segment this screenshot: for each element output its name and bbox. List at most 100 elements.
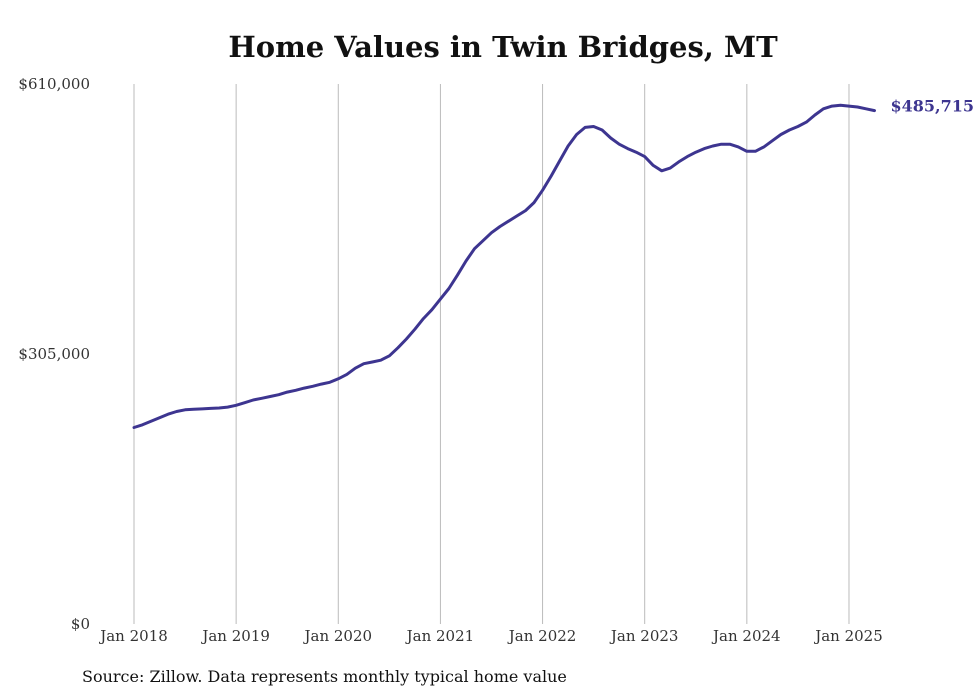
data-point [541,189,544,192]
data-point [456,274,459,277]
data-point [447,287,450,290]
data-point [388,354,391,357]
data-point [533,201,536,204]
data-point [788,129,791,132]
data-point [209,407,212,410]
y-tick-label: $0 [71,615,90,633]
data-point [320,383,323,386]
data-point [379,359,382,362]
chart-title: Home Values in Twin Bridges, MT [228,30,778,64]
data-point [294,389,297,392]
data-point [592,125,595,128]
data-point [141,423,144,426]
data-point [150,420,153,423]
data-point [703,147,706,150]
data-point [175,410,178,413]
data-point [575,133,578,136]
x-tick-label: Jan 2024 [711,627,781,645]
data-point [396,346,399,349]
series-line [132,103,876,429]
data-point [235,404,238,407]
data-point [550,175,553,178]
data-point [779,133,782,136]
end-value-label: $485,715 [891,97,975,116]
data-point [745,150,748,153]
data-point [601,129,604,132]
data-point [720,143,723,146]
data-point [558,160,561,163]
data-point [694,151,697,154]
data-point [311,385,314,388]
data-point [524,209,527,212]
y-axis-ticks: $0 $305,000 $610,000 [18,75,90,633]
data-point [805,121,808,124]
x-tick-label: Jan 2021 [405,627,475,645]
data-point [158,416,161,419]
data-point [345,373,348,376]
data-point [473,247,476,250]
data-point [354,367,357,370]
data-point [762,145,765,148]
data-point [822,107,825,110]
data-point [422,317,425,320]
data-point [686,155,689,158]
data-point [728,143,731,146]
x-tick-label: Jan 2025 [813,627,883,645]
data-point [184,408,187,411]
data-point [405,338,408,341]
data-point [192,408,195,411]
data-point [813,114,816,117]
data-point [362,362,365,365]
y-tick-label: $610,000 [18,75,90,93]
data-point [677,160,680,163]
data-point [226,406,229,409]
data-point [371,361,374,364]
data-point [328,381,331,384]
x-tick-label: Jan 2022 [507,627,577,645]
data-point [754,150,757,153]
data-point [635,151,638,154]
end-label-layer: $485,715 [891,97,975,116]
data-point [303,387,306,390]
x-tick-label: Jan 2020 [302,627,372,645]
data-point [567,145,570,148]
data-point [482,239,485,242]
data-point [711,145,714,148]
data-point [584,126,587,129]
data-point [252,399,255,402]
y-tick-label: $305,000 [18,345,90,363]
source-note: Source: Zillow. Data represents monthly … [82,667,567,686]
data-point [269,395,272,398]
data-point [771,139,774,142]
data-point [626,147,629,150]
data-point [337,377,340,380]
data-point [516,214,519,217]
data-point [465,260,468,263]
data-point [669,167,672,170]
data-point [796,125,799,128]
x-tick-label: Jan 2023 [609,627,679,645]
gridlines [133,84,850,624]
data-point [643,155,646,158]
data-point [167,413,170,416]
data-point [218,407,221,410]
data-point [490,231,493,234]
series-layer [132,103,876,429]
data-point [839,104,842,107]
data-point [286,391,289,394]
data-point [618,143,621,146]
data-point [277,393,280,396]
data-point [430,308,433,311]
data-point [865,107,868,110]
x-tick-label: Jan 2018 [98,627,168,645]
data-point [439,298,442,301]
data-point [499,225,502,228]
data-point [856,106,859,109]
x-tick-label: Jan 2019 [200,627,270,645]
data-point [133,426,136,429]
data-point [848,105,851,108]
data-point [873,109,876,112]
data-point [201,407,204,410]
data-point [652,164,655,167]
